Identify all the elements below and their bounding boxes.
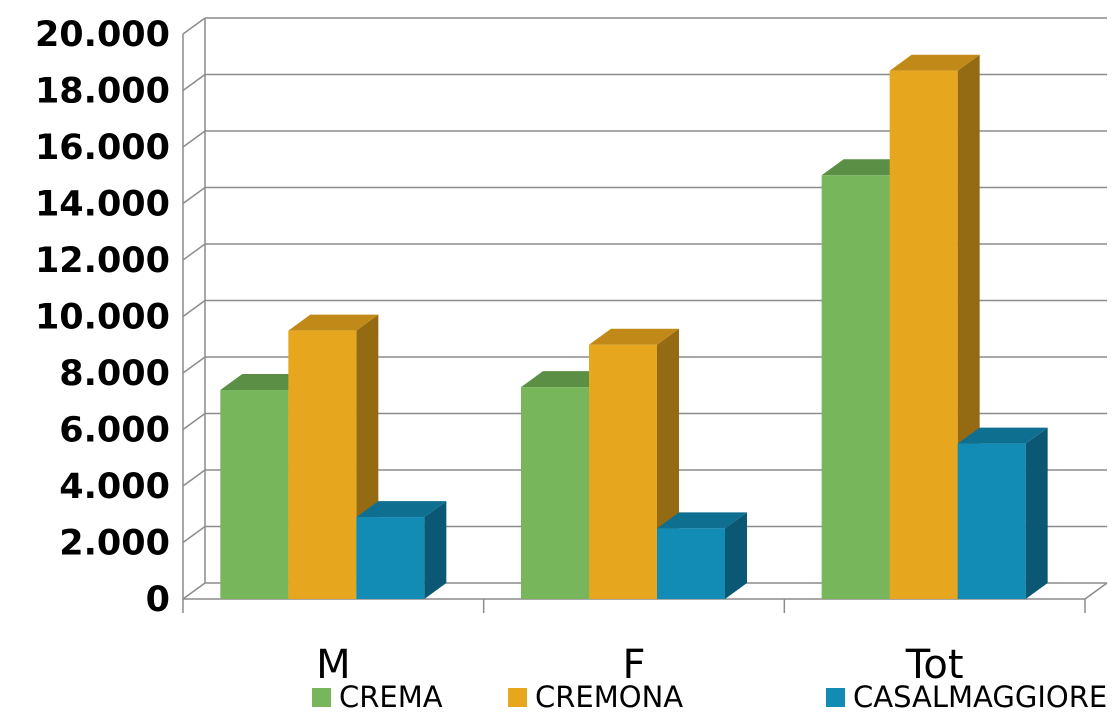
bar-top-face bbox=[889, 54, 980, 71]
bar-front-face bbox=[589, 344, 657, 599]
bar-front-face bbox=[821, 175, 890, 599]
gridline-diagonal bbox=[182, 582, 206, 600]
bar-casalmaggiore-f bbox=[657, 512, 747, 599]
y-tick-label: 20.000 bbox=[35, 15, 170, 55]
y-tick-label: 0 bbox=[146, 580, 170, 620]
bar-front-face bbox=[889, 70, 958, 600]
bar-top-face bbox=[356, 501, 447, 518]
gridline-diagonal bbox=[182, 525, 206, 544]
gridline-diagonal bbox=[182, 130, 206, 148]
legend-swatch bbox=[312, 688, 331, 707]
gridline-diagonal bbox=[182, 412, 206, 431]
gridline-diagonal bbox=[182, 73, 206, 92]
x-tick-label: F bbox=[622, 642, 645, 688]
bar-top-face bbox=[657, 512, 747, 529]
gridline-diagonal bbox=[182, 356, 206, 374]
legend-swatch bbox=[826, 688, 845, 707]
bar-side-face bbox=[725, 512, 747, 599]
bar-top-face bbox=[589, 328, 679, 345]
y-tick-label: 10.000 bbox=[35, 298, 170, 338]
gridline-diagonal bbox=[182, 17, 206, 35]
x-axis: M F Tot bbox=[182, 599, 1086, 688]
y-tick-label: 4.000 bbox=[59, 467, 170, 507]
y-tick-label: 2.000 bbox=[59, 524, 170, 564]
bar-top-face bbox=[220, 373, 311, 390]
bar-top-face bbox=[957, 427, 1048, 444]
bar-front-face bbox=[288, 330, 357, 599]
legend-label: CASALMAGGIORE bbox=[853, 680, 1107, 714]
bar-casalmaggiore-tot bbox=[957, 427, 1048, 599]
bar-side-face bbox=[1025, 427, 1048, 599]
gridline-diagonal bbox=[182, 186, 206, 205]
y-axis: 0 2.000 4.000 6.000 8.000 10.000 12.000 14.000 1… bbox=[35, 15, 170, 620]
legend-item-crema: CREMA bbox=[312, 680, 443, 714]
y-tick-label: 6.000 bbox=[59, 411, 170, 451]
bar-front-face bbox=[657, 528, 725, 599]
gridline-diagonal bbox=[182, 469, 206, 487]
x-tick-label: M bbox=[316, 642, 351, 688]
bar-front-face bbox=[356, 517, 425, 599]
bar-top-face bbox=[821, 159, 912, 176]
legend-item-cremona: CREMONA bbox=[508, 680, 683, 714]
x-tick-label: Tot bbox=[905, 642, 964, 688]
bar-side-face bbox=[424, 501, 447, 599]
y-tick-label: 16.000 bbox=[35, 128, 170, 168]
y-tick-label: 14.000 bbox=[35, 185, 170, 225]
bar-top-face bbox=[288, 314, 379, 331]
bar-front-face bbox=[220, 389, 289, 599]
legend-label: CREMONA bbox=[535, 680, 683, 714]
bar-front-face bbox=[521, 387, 589, 599]
legend-label: CREMA bbox=[339, 680, 443, 714]
y-tick-label: 12.000 bbox=[35, 241, 170, 281]
y-tick-label: 18.000 bbox=[35, 72, 170, 112]
gridline-diagonal bbox=[182, 243, 206, 261]
y-tick-label: 8.000 bbox=[59, 354, 170, 394]
legend-swatch bbox=[508, 688, 527, 707]
bar-top-face bbox=[521, 371, 611, 388]
legend-item-casalmaggiore: CASALMAGGIORE bbox=[826, 680, 1107, 714]
legend: CREMA CREMONA CASALMAGGIORE bbox=[312, 680, 1107, 714]
floor-right-edge bbox=[1084, 582, 1108, 600]
gridline-diagonal bbox=[182, 299, 206, 318]
bar-front-face bbox=[957, 443, 1026, 599]
bar-casalmaggiore-m bbox=[356, 501, 447, 599]
bars-layer bbox=[220, 54, 1048, 600]
